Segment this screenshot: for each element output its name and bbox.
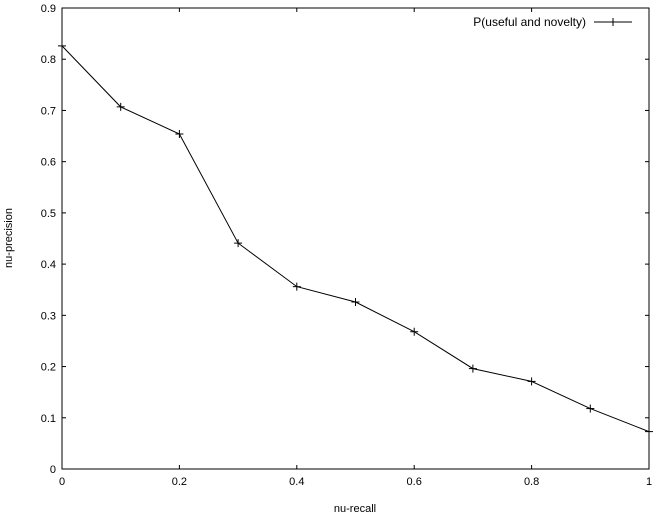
series-layer <box>58 41 653 436</box>
data-point <box>175 130 184 139</box>
y-axis-label: nu-precision <box>3 208 15 268</box>
y-tick-label: 0.9 <box>41 3 56 15</box>
x-tick-label: 0.8 <box>524 476 539 488</box>
x-tick-label: 1 <box>646 476 652 488</box>
legend-marker <box>609 18 617 26</box>
data-point <box>351 298 360 307</box>
data-point <box>116 102 125 111</box>
y-tick-label: 0 <box>50 464 56 476</box>
y-tick-label: 0.2 <box>41 362 56 374</box>
plot-frame <box>61 7 650 470</box>
y-tick-label: 0.6 <box>41 157 56 169</box>
y-tick-label: 0.4 <box>41 259 56 271</box>
x-tick-label: 0.4 <box>289 476 304 488</box>
data-point <box>468 364 477 373</box>
legend: P(useful and novelty) <box>473 15 632 29</box>
legend-sample <box>594 18 632 26</box>
data-point <box>410 327 419 336</box>
data-point <box>645 427 653 436</box>
y-tick-label: 0.1 <box>41 413 56 425</box>
data-point <box>234 239 243 248</box>
x-tick-label: 0 <box>59 476 65 488</box>
data-point <box>527 377 536 386</box>
y-tick-label: 0.8 <box>41 54 56 66</box>
legend-label: P(useful and novelty) <box>473 15 586 29</box>
data-point <box>58 41 66 50</box>
y-tick-label: 0.3 <box>41 310 56 322</box>
x-axis-label: nu-recall <box>334 503 376 514</box>
data-point <box>292 282 301 291</box>
axis-ticks: 0 0.2 0.4 0.6 0.8 1 0 0.1 0.2 0.3 0.4 0.5 0.6 0.7 0.8 0… <box>41 3 652 488</box>
y-tick-label: 0.5 <box>41 208 56 220</box>
x-tick-label: 0.6 <box>407 476 422 488</box>
y-tick-label: 0.7 <box>41 105 56 117</box>
x-tick-label: 0.2 <box>172 476 187 488</box>
data-point <box>586 404 595 413</box>
series-line <box>61 45 650 433</box>
